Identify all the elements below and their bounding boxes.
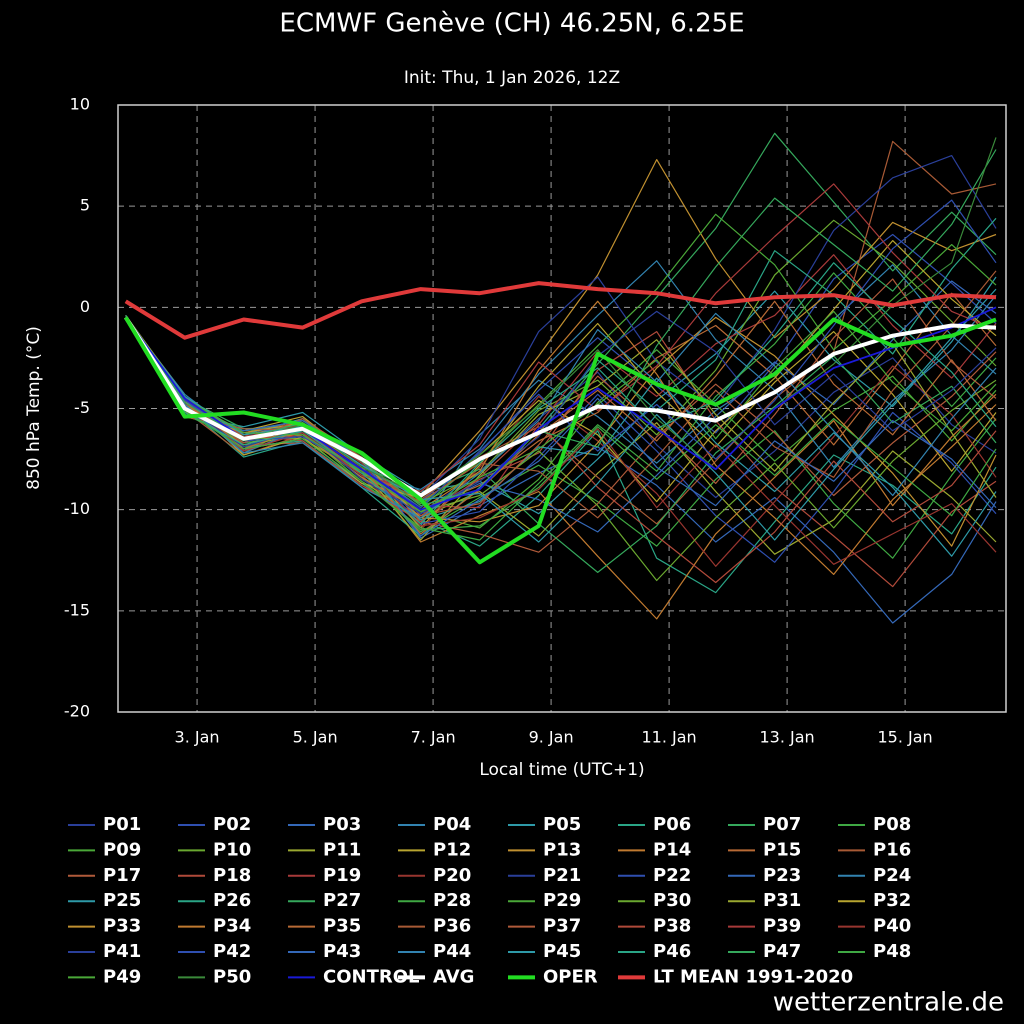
legend-label: P21 — [543, 865, 581, 886]
chart-title: ECMWF Genève (CH) 46.25N, 6.25E — [279, 9, 744, 39]
series-line — [125, 183, 997, 493]
legend-label: P22 — [653, 865, 691, 886]
plot-area — [118, 104, 1006, 713]
legend-label: P29 — [543, 890, 581, 911]
series-line — [124, 316, 997, 498]
legend-label: P40 — [873, 916, 911, 937]
legend-label: P31 — [763, 890, 801, 911]
legend-label: P41 — [103, 941, 141, 962]
legend-label: P01 — [103, 814, 141, 835]
series-line — [125, 312, 997, 519]
y-tick-label: 10 — [70, 95, 90, 114]
legend-label: P34 — [213, 916, 251, 937]
series-line — [125, 315, 997, 555]
x-axis-label: Local time (UTC+1) — [479, 760, 644, 780]
y-tick-label: -10 — [64, 499, 90, 518]
legend-label: P09 — [103, 839, 141, 860]
x-tick-label: 11. Jan — [641, 728, 696, 747]
series-line — [125, 262, 997, 525]
legend-label: P47 — [763, 941, 801, 962]
x-tick-label: 9. Jan — [529, 728, 574, 747]
legend-label: P07 — [763, 814, 801, 835]
x-tick-label: 3. Jan — [175, 728, 220, 747]
series-line — [125, 317, 997, 537]
series-line — [125, 270, 997, 519]
legend-label: P24 — [873, 865, 911, 886]
legend-label: P26 — [213, 890, 251, 911]
legend-label: P50 — [213, 966, 251, 987]
watermark: wetterzentrale.de — [773, 988, 1004, 1018]
legend-label: P28 — [433, 890, 471, 911]
legend-label: P17 — [103, 865, 141, 886]
legend-label: P32 — [873, 890, 911, 911]
y-axis-label: 850 hPa Temp. (°C) — [24, 326, 44, 490]
series-line — [125, 317, 997, 529]
y-tick-label: -20 — [64, 702, 90, 721]
legend-label: P25 — [103, 890, 141, 911]
series-line — [123, 316, 997, 565]
legend-label: P30 — [653, 890, 691, 911]
series-line — [125, 140, 997, 525]
series-line — [125, 300, 997, 575]
series-line — [125, 317, 997, 531]
legend-label: P12 — [433, 839, 471, 860]
series-line — [124, 281, 997, 340]
legend-label: P23 — [763, 865, 801, 886]
legend-label: P11 — [323, 839, 361, 860]
legend-label: P44 — [433, 941, 471, 962]
legend-label: P39 — [763, 916, 801, 937]
legend-label: P04 — [433, 814, 471, 835]
series-line — [125, 317, 997, 557]
legend-label: P49 — [103, 966, 141, 987]
legend: P01 P02 P03 P04 P05 P06 P07 P08 P09 P10 P11 P12 P13 P… — [68, 814, 911, 987]
legend-label: P42 — [213, 941, 251, 962]
legend-label: OPER — [543, 966, 598, 987]
legend-label: P37 — [543, 916, 581, 937]
legend-label: P38 — [653, 916, 691, 937]
legend-label: P43 — [323, 941, 361, 962]
legend-label: P03 — [323, 814, 361, 835]
legend-label: CONTROL — [323, 966, 420, 987]
legend-label: P06 — [653, 814, 691, 835]
legend-label: LT MEAN 1991-2020 — [653, 966, 853, 987]
legend-label: P36 — [433, 916, 471, 937]
y-tick-label: -15 — [64, 600, 90, 619]
x-tick-label: 5. Jan — [293, 728, 338, 747]
series-line — [125, 316, 997, 547]
legend-label: P02 — [213, 814, 251, 835]
legend-label: P13 — [543, 839, 581, 860]
y-tick-label: 0 — [80, 297, 90, 316]
legend-label: AVG — [433, 966, 474, 987]
legend-label: P20 — [433, 865, 471, 886]
legend-label: P45 — [543, 941, 581, 962]
legend-label: P10 — [213, 839, 251, 860]
legend-label: P46 — [653, 941, 691, 962]
x-tick-label: 15. Jan — [878, 728, 933, 747]
legend-label: P48 — [873, 941, 911, 962]
legend-label: P15 — [763, 839, 801, 860]
series-line — [125, 199, 997, 509]
x-tick-label: 13. Jan — [759, 728, 814, 747]
y-tick-label: -5 — [74, 398, 90, 417]
x-tick-label: 7. Jan — [411, 728, 456, 747]
y-tick-label: 5 — [80, 196, 90, 215]
legend-label: P16 — [873, 839, 911, 860]
legend-label: P19 — [323, 865, 361, 886]
plot-frame — [117, 104, 1007, 713]
legend-label: P33 — [103, 916, 141, 937]
legend-label: P27 — [323, 890, 361, 911]
legend-label: P35 — [323, 916, 361, 937]
legend-label: P08 — [873, 814, 911, 835]
legend-label: P18 — [213, 865, 251, 886]
legend-label: P14 — [653, 839, 691, 860]
series-line — [125, 317, 997, 594]
legend-label: P05 — [543, 814, 581, 835]
chart-subtitle: Init: Thu, 1 Jan 2026, 12Z — [404, 68, 620, 88]
